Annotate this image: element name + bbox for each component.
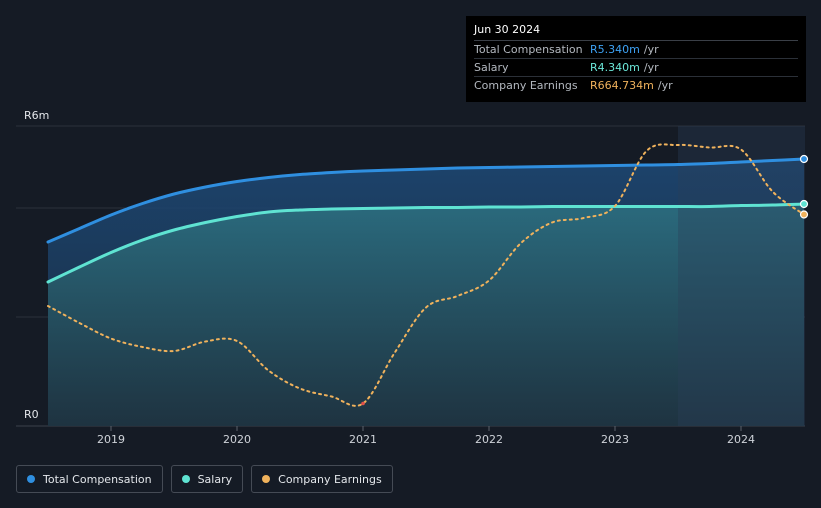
series-areas: [48, 159, 804, 426]
y-axis-label-max: R6m: [24, 109, 49, 122]
company-earnings-line: [47, 143, 805, 407]
salary-line: [46, 202, 806, 284]
tooltip-value: R5.340m: [590, 43, 640, 56]
x-tick-label: 2019: [97, 433, 125, 446]
tooltip-label: Salary: [474, 61, 509, 74]
legend-label: Company Earnings: [278, 472, 382, 486]
legend-label: Total Compensation: [43, 472, 152, 486]
hover-tooltip: Jun 30 2024 Total Compensation R5.340m /…: [466, 16, 806, 102]
salary-area: [48, 204, 804, 426]
tooltip-row-total-compensation: Total Compensation R5.340m /yr: [474, 41, 798, 59]
legend-item-salary[interactable]: Salary: [170, 465, 244, 493]
total-compensation-line: [46, 157, 806, 244]
series-end-markers: [799, 154, 809, 219]
x-axis-ticks: 2019 2020 2021 2022 2023 2024: [97, 426, 755, 446]
tooltip-value: R4.340m: [590, 61, 640, 74]
highlight-band: [678, 126, 805, 426]
x-tick-label: 2023: [601, 433, 629, 446]
tooltip-unit: /yr: [643, 43, 659, 56]
tooltip-unit: /yr: [643, 61, 659, 74]
legend-dot-icon: [262, 475, 271, 483]
x-tick-label: 2020: [223, 433, 251, 446]
legend-dot-icon: [181, 475, 190, 483]
tooltip-label: Company Earnings: [474, 79, 578, 92]
series-lines: [46, 143, 806, 407]
tooltip-label: Total Compensation: [474, 43, 583, 56]
company-earnings-end-marker[interactable]: [799, 210, 809, 219]
tooltip-date: Jun 30 2024: [474, 22, 798, 41]
legend-item-total-compensation[interactable]: Total Compensation: [16, 465, 163, 493]
tooltip-row-company-earnings: Company Earnings R664.734m /yr: [474, 77, 798, 94]
total-compensation-end-marker[interactable]: [799, 154, 809, 164]
tooltip-row-salary: Salary R4.340m /yr: [474, 59, 798, 77]
x-tick-label: 2022: [475, 433, 503, 446]
y-axis-label-min: R0: [24, 408, 39, 421]
x-tick-label: 2021: [349, 433, 377, 446]
tooltip-unit: /yr: [657, 79, 673, 92]
tooltip-value: R664.734m: [590, 79, 654, 92]
legend-label: Salary: [197, 472, 233, 486]
salary-end-marker[interactable]: [799, 199, 809, 209]
chart-legend: Total Compensation Salary Company Earnin…: [16, 465, 393, 493]
x-tick-label: 2024: [727, 433, 755, 446]
legend-dot-icon: [27, 475, 35, 483]
legend-item-company-earnings[interactable]: Company Earnings: [251, 465, 393, 493]
company-earnings-low-point: [361, 401, 365, 406]
